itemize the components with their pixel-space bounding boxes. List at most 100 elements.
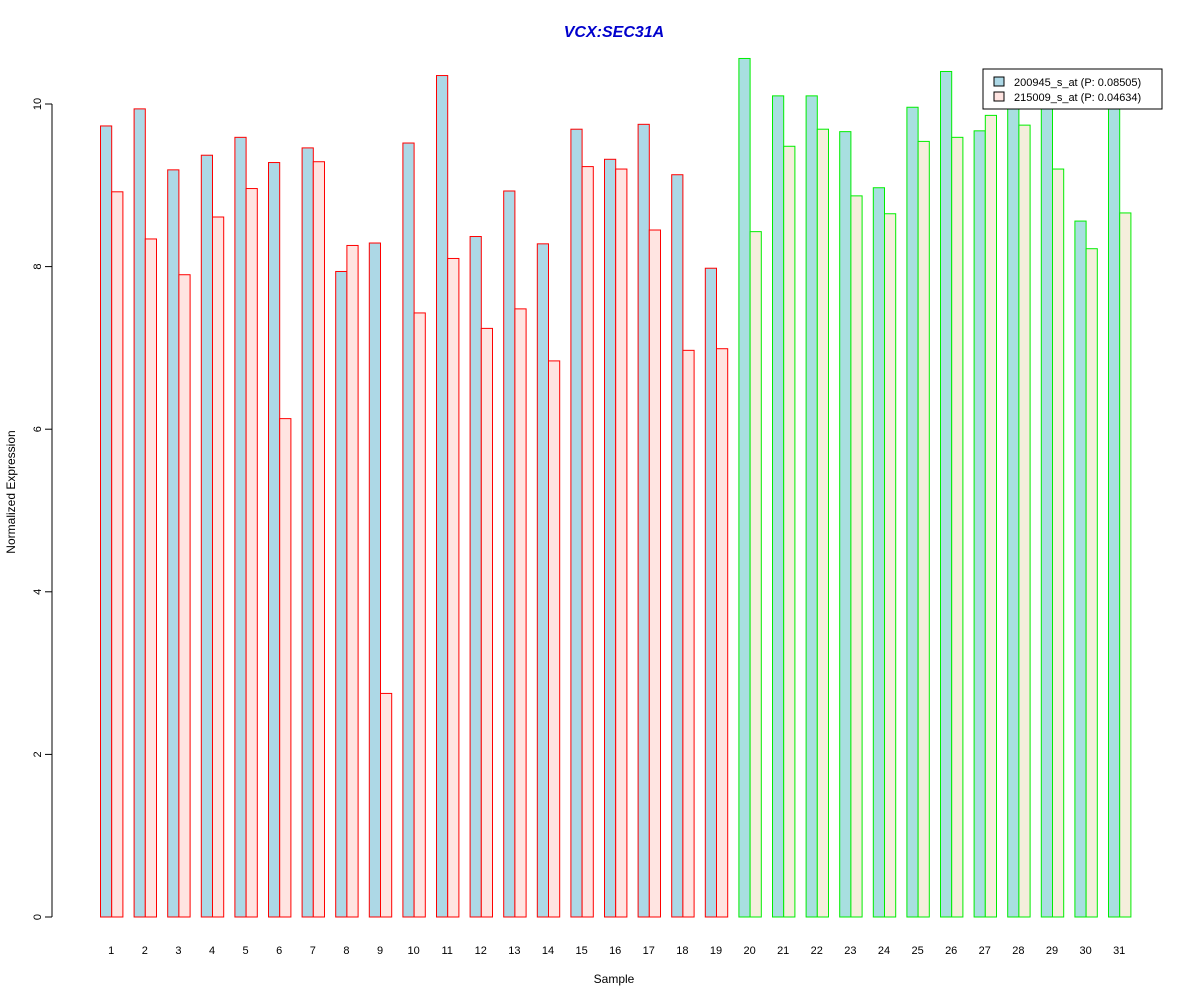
- y-axis: 0 2 4 6 8 10: [32, 98, 53, 920]
- legend-label-series-2: 215009_s_at (P: 0.04634): [1014, 92, 1141, 104]
- bar-215009-s-at: [1018, 124, 1031, 918]
- x-tick-label: 30: [1079, 945, 1091, 957]
- legend-label-series-1: 200945_s_at (P: 0.08505): [1014, 77, 1141, 89]
- bar-215009-s-at: [279, 418, 292, 918]
- bar-215009-s-at: [716, 348, 729, 918]
- x-tick-label: 25: [911, 945, 923, 957]
- legend-swatch-series-1: [993, 76, 1005, 87]
- bars: [100, 57, 1132, 918]
- bar-200945-s-at: [772, 95, 785, 918]
- bar-215009-s-at: [581, 166, 594, 918]
- bar-215009-s-at: [1085, 248, 1098, 918]
- bar-200945-s-at: [335, 270, 348, 918]
- bar-200945-s-at: [738, 57, 751, 918]
- x-tick-label: 16: [609, 945, 621, 957]
- bar-215009-s-at: [212, 216, 225, 918]
- bar-215009-s-at: [682, 349, 695, 918]
- x-tick-label: 20: [743, 945, 755, 957]
- x-tick-label: 26: [945, 945, 957, 957]
- x-tick-label: 1: [108, 945, 114, 957]
- bar-200945-s-at: [436, 75, 449, 918]
- bar-200945-s-at: [805, 95, 818, 918]
- bar-200945-s-at: [536, 243, 549, 918]
- bar-215009-s-at: [816, 128, 829, 918]
- bar-200945-s-at: [167, 169, 180, 918]
- y-tick-label: 2: [32, 751, 44, 757]
- bar-215009-s-at: [312, 161, 325, 918]
- bar-215009-s-at: [413, 312, 426, 918]
- bar-200945-s-at: [604, 158, 617, 918]
- x-tick-label: 12: [475, 945, 487, 957]
- x-tick-label: 28: [1012, 945, 1024, 957]
- bar-215009-s-at: [648, 229, 661, 918]
- bar-215009-s-at: [245, 188, 258, 918]
- x-tick-label: 5: [243, 945, 249, 957]
- x-tick-label: 3: [175, 945, 181, 957]
- bar-200945-s-at: [503, 190, 516, 918]
- bar-215009-s-at: [380, 692, 393, 918]
- y-axis-label: Normalized Expression: [4, 430, 18, 553]
- x-tick-label: 15: [575, 945, 587, 957]
- bar-215009-s-at: [951, 136, 964, 918]
- y-tick-label: 4: [32, 589, 44, 595]
- bar-215009-s-at: [111, 191, 124, 918]
- bar-215009-s-at: [884, 213, 897, 918]
- bar-200945-s-at: [301, 147, 314, 918]
- bar-200945-s-at: [100, 125, 113, 918]
- bar-215009-s-at: [850, 195, 863, 918]
- bar-215009-s-at: [346, 244, 359, 918]
- x-tick-label: 18: [676, 945, 688, 957]
- bar-200945-s-at: [704, 267, 717, 918]
- y-tick-label: 8: [32, 264, 44, 270]
- bar-215009-s-at: [144, 238, 158, 918]
- bar-215009-s-at: [514, 308, 527, 918]
- bar-200945-s-at: [402, 142, 415, 918]
- bar-200945-s-at: [570, 128, 583, 918]
- x-tick-label: 21: [777, 945, 789, 957]
- x-axis-label: Sample: [594, 972, 635, 986]
- y-tick-label: 6: [32, 426, 44, 432]
- x-tick-label: 9: [377, 945, 383, 957]
- x-tick-label: 13: [508, 945, 520, 957]
- bar-200945-s-at: [637, 123, 650, 918]
- bar-215009-s-at: [749, 231, 762, 918]
- bar-200945-s-at: [1108, 103, 1121, 918]
- x-tick-label: 4: [209, 945, 215, 957]
- x-tick-label: 27: [979, 945, 991, 957]
- bar-215009-s-at: [1052, 168, 1065, 918]
- x-tick-label: 22: [811, 945, 823, 957]
- x-tick-label: 2: [142, 945, 148, 957]
- bar-215009-s-at: [783, 145, 796, 918]
- bar-215009-s-at: [178, 274, 191, 918]
- bar-200945-s-at: [234, 136, 247, 918]
- x-tick-label: 14: [542, 945, 554, 957]
- x-tick-label: 11: [441, 945, 452, 957]
- bar-200945-s-at: [268, 162, 281, 918]
- bar-200945-s-at: [1074, 220, 1087, 918]
- x-tick-label: 31: [1113, 945, 1125, 957]
- bar-200945-s-at: [671, 174, 684, 918]
- x-tick-label: 19: [710, 945, 722, 957]
- bar-215009-s-at: [1119, 212, 1132, 918]
- bar-200945-s-at: [839, 131, 852, 918]
- x-tick-label: 6: [276, 945, 282, 957]
- bar-200945-s-at: [1007, 103, 1020, 918]
- chart-title: VCX:SEC31A: [564, 24, 664, 41]
- x-tick-label: 29: [1046, 945, 1058, 957]
- bar-215009-s-at: [447, 257, 460, 918]
- bar-200945-s-at: [906, 106, 919, 918]
- x-tick-label: 7: [310, 945, 316, 957]
- x-tick-label: 23: [844, 945, 856, 957]
- y-tick-label: 0: [32, 914, 44, 920]
- bar-200945-s-at: [940, 70, 953, 918]
- bar-215009-s-at: [984, 114, 997, 918]
- bar-200945-s-at: [368, 242, 381, 918]
- bar-200945-s-at: [469, 236, 482, 918]
- bar-200945-s-at: [1040, 105, 1054, 918]
- bar-200945-s-at: [973, 130, 986, 918]
- legend-box: [982, 68, 1163, 110]
- x-tick-labels: 1 2 3 4 5 6 7 8 9 10 11 12 13 14 15 16 17 18 19 20 21 22 23 24 2…: [108, 945, 1125, 957]
- bar-215009-s-at: [548, 360, 561, 918]
- bar-215009-s-at: [917, 140, 930, 918]
